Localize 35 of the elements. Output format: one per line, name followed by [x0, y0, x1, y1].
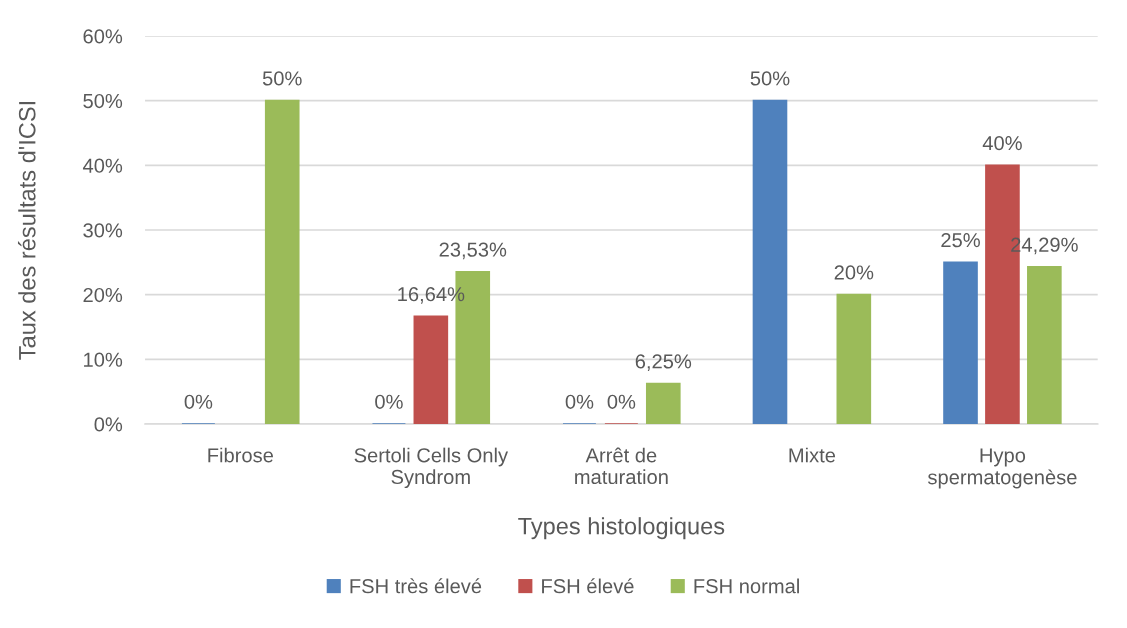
- y-tick-label: 10%: [84, 352, 123, 367]
- bar: [1027, 266, 1062, 425]
- data-label: 20%: [834, 265, 874, 280]
- x-tick-label: Hypo spermatogenèse: [927, 448, 1077, 489]
- y-tick-label: 20%: [83, 287, 123, 303]
- bar: [413, 315, 449, 425]
- bar: [645, 382, 681, 425]
- bar: [836, 293, 872, 425]
- legend-label: FSH élevé: [542, 578, 634, 594]
- x-tick-label: Arrêt de maturation: [575, 447, 668, 485]
- data-label: 23,53%: [439, 242, 507, 260]
- legend-label: FSH normal: [694, 578, 799, 594]
- data-label: 25%: [941, 232, 980, 248]
- bar: [264, 99, 300, 425]
- data-label: 0%: [607, 394, 636, 409]
- x-tick-label: Sertoli Cells Only Syndrom: [354, 447, 509, 489]
- data-label: 40%: [982, 135, 1022, 151]
- data-label: 50%: [750, 71, 790, 86]
- bar: [752, 99, 788, 425]
- y-tick-label: 0%: [94, 417, 123, 432]
- x-tick-label: Mixte: [789, 447, 836, 463]
- y-tick-label: 50%: [83, 93, 123, 109]
- bar: [943, 261, 978, 425]
- data-label: 0%: [375, 394, 403, 409]
- y-tick-label: 30%: [83, 223, 123, 238]
- data-label: 0%: [565, 394, 594, 409]
- x-axis-title: Types histologiques: [518, 517, 725, 540]
- x-tick-label: Fibrose: [208, 447, 273, 463]
- data-label: 0%: [184, 394, 213, 409]
- data-label: 6,25%: [635, 354, 692, 371]
- y-tick-label: 40%: [82, 158, 123, 173]
- legend-label: FSH très élevé: [350, 578, 482, 594]
- y-tick-label: 60%: [83, 29, 123, 44]
- data-label: 50%: [262, 71, 302, 86]
- y-axis-title: Taux des résultats d'ICSI: [17, 101, 36, 360]
